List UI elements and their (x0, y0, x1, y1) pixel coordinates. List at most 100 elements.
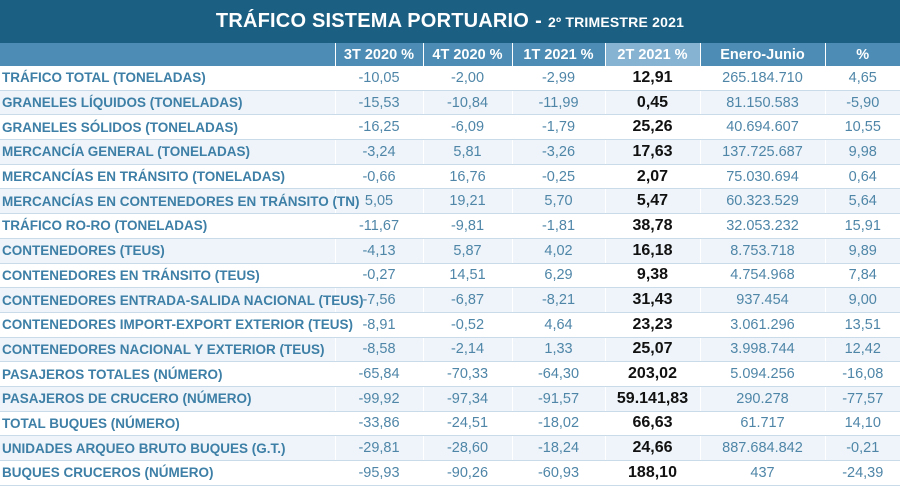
table-row: BUQUES CRUCEROS (NÚMERO) -95,93 -90,26 -60,… (0, 460, 900, 486)
table-row: TRÁFICO RO-RO (TONELADAS) -11,67 -9,81 -1,8… (0, 213, 900, 239)
cell-4t-2020: -28,60 (422, 435, 512, 461)
row-label: GRANELES SÓLIDOS (TONELADAS) (0, 114, 335, 141)
row-label: BUQUES CRUCEROS (NÚMERO) (0, 460, 335, 486)
cell-enero-junio: 61.717 (699, 411, 825, 437)
cell-1t-2021: -64,30 (511, 361, 605, 387)
cell-1t-2021: 4,02 (511, 238, 605, 264)
row-label: MERCANCÍA GENERAL (TONELADAS) (0, 139, 335, 165)
cell-4t-2020: -10,84 (422, 90, 512, 116)
cell-percent: -77,57 (824, 386, 900, 412)
row-label: CONTENEDORES IMPORT-EXPORT EXTERIOR (TEU… (0, 312, 353, 338)
cell-percent: 9,00 (824, 287, 900, 313)
cell-enero-junio: 265.184.710 (699, 66, 825, 91)
header-label-column (0, 43, 335, 66)
cell-enero-junio: 290.278 (699, 386, 825, 412)
table-row: CONTENEDORES IMPORT-EXPORT EXTERIOR (TEU… (0, 312, 900, 338)
cell-4t-2020: -70,33 (422, 361, 512, 387)
cell-1t-2021: -18,24 (511, 435, 605, 461)
cell-enero-junio: 32.053.232 (699, 213, 825, 239)
cell-enero-junio: 60.323.529 (699, 188, 825, 215)
cell-4t-2020: -2,14 (422, 337, 512, 363)
cell-1t-2021: 6,29 (511, 263, 605, 289)
table-row: MERCANCÍAS EN TRÁNSITO (TONELADAS) -0,66 1… (0, 164, 900, 190)
cell-3t-2020: -99,92 (334, 386, 423, 412)
table-row: GRANELES LÍQUIDOS (TONELADAS) -15,53 -10,8… (0, 90, 900, 116)
cell-1t-2021: -8,21 (511, 287, 605, 313)
cell-2t-2021: 9,38 (604, 263, 700, 289)
cell-2t-2021: 5,47 (604, 188, 700, 215)
cell-2t-2021: 17,63 (604, 139, 700, 165)
row-label: CONTENEDORES EN TRÁNSITO (TEUS) (0, 263, 335, 289)
cell-1t-2021: -1,79 (511, 114, 605, 141)
table-row: CONTENEDORES EN TRÁNSITO (TEUS) -0,27 14,5… (0, 263, 900, 289)
table-row: UNIDADES ARQUEO BRUTO BUQUES (G.T.) -29,8… (0, 435, 900, 461)
cell-4t-2020: -97,34 (422, 386, 512, 412)
cell-2t-2021: 0,45 (604, 90, 700, 116)
cell-1t-2021: -60,93 (511, 460, 605, 486)
cell-4t-2020: -9,81 (422, 213, 512, 239)
header-2t-2021: 2T 2021 % (604, 43, 700, 66)
cell-3t-2020: -15,53 (334, 90, 423, 116)
cell-2t-2021: 24,66 (604, 435, 700, 461)
cell-2t-2021: 31,43 (604, 287, 700, 313)
cell-4t-2020: -0,52 (422, 312, 512, 338)
cell-2t-2021: 203,02 (604, 361, 700, 387)
row-label: TRÁFICO RO-RO (TONELADAS) (0, 213, 335, 239)
cell-1t-2021: 5,70 (511, 188, 605, 215)
cell-enero-junio: 4.754.968 (699, 263, 825, 289)
table-row: CONTENEDORES ENTRADA-SALIDA NACIONAL (TE… (0, 287, 900, 313)
cell-2t-2021: 25,26 (604, 114, 700, 141)
cell-3t-2020: -16,25 (334, 114, 423, 141)
header-3t-2020: 3T 2020 % (334, 43, 423, 66)
cell-enero-junio: 81.150.583 (699, 90, 825, 116)
cell-4t-2020: -2,00 (422, 66, 512, 91)
header-percent: % (824, 43, 900, 66)
table-row: TRÁFICO TOTAL (TONELADAS) -10,05 -2,00 -2,9… (0, 66, 900, 91)
cell-enero-junio: 937.454 (699, 287, 825, 313)
row-label: CONTENEDORES NACIONAL Y EXTERIOR (TEUS) (0, 337, 335, 363)
cell-percent: 10,55 (824, 114, 900, 141)
cell-1t-2021: -2,99 (511, 66, 605, 91)
cell-3t-2020: -10,05 (334, 66, 423, 91)
cell-2t-2021: 2,07 (604, 164, 700, 190)
cell-enero-junio: 3.998.744 (699, 337, 825, 363)
table-title-bar: TRÁFICO SISTEMA PORTUARIO - 2º TRIMESTRE… (0, 0, 900, 43)
cell-1t-2021: -1,81 (511, 213, 605, 239)
cell-1t-2021: 1,33 (511, 337, 605, 363)
cell-2t-2021: 12,91 (604, 66, 700, 91)
table-title: TRÁFICO SISTEMA PORTUARIO (215, 10, 530, 32)
cell-percent: 9,89 (824, 238, 900, 264)
cell-4t-2020: -90,26 (422, 460, 512, 486)
cell-1t-2021: 4,64 (511, 312, 605, 338)
header-4t-2020: 4T 2020 % (422, 43, 512, 66)
cell-percent: -5,90 (824, 90, 900, 116)
cell-percent: 0,64 (824, 164, 900, 190)
header-enero-junio: Enero-Junio (699, 43, 825, 66)
cell-1t-2021: -0,25 (511, 164, 605, 190)
cell-3t-2020: -65,84 (334, 361, 423, 387)
cell-2t-2021: 188,10 (604, 460, 700, 486)
header-row: 3T 2020 % 4T 2020 % 1T 2021 % 2T 2021 % … (0, 43, 900, 66)
table-row: CONTENEDORES NACIONAL Y EXTERIOR (TEUS) -… (0, 337, 900, 363)
cell-2t-2021: 38,78 (604, 213, 700, 239)
cell-3t-2020: -8,58 (334, 337, 423, 363)
cell-enero-junio: 3.061.296 (699, 312, 825, 338)
cell-3t-2020: -0,66 (334, 164, 423, 190)
table-row: MERCANCÍAS EN CONTENEDORES EN TRÁNSITO (… (0, 188, 900, 215)
cell-enero-junio: 8.753.718 (699, 238, 825, 264)
cell-percent: 13,51 (824, 312, 900, 338)
cell-enero-junio: 5.094.256 (699, 361, 825, 387)
cell-4t-2020: 14,51 (422, 263, 512, 289)
row-label: GRANELES LÍQUIDOS (TONELADAS) (0, 90, 335, 116)
title-separator: - (535, 10, 542, 32)
cell-percent: 14,10 (824, 411, 900, 437)
cell-1t-2021: -18,02 (511, 411, 605, 437)
cell-3t-2020: -8,91 (334, 312, 423, 338)
table-row: CONTENEDORES (TEUS) -4,13 5,87 4,02 16,18 8.7… (0, 238, 900, 264)
cell-3t-2020: -33,86 (334, 411, 423, 437)
cell-1t-2021: -3,26 (511, 139, 605, 165)
cell-4t-2020: -24,51 (422, 411, 512, 437)
cell-enero-junio: 137.725.687 (699, 139, 825, 165)
table-row: TOTAL BUQUES (NÚMERO) -33,86 -24,51 -18,02 6… (0, 411, 900, 437)
